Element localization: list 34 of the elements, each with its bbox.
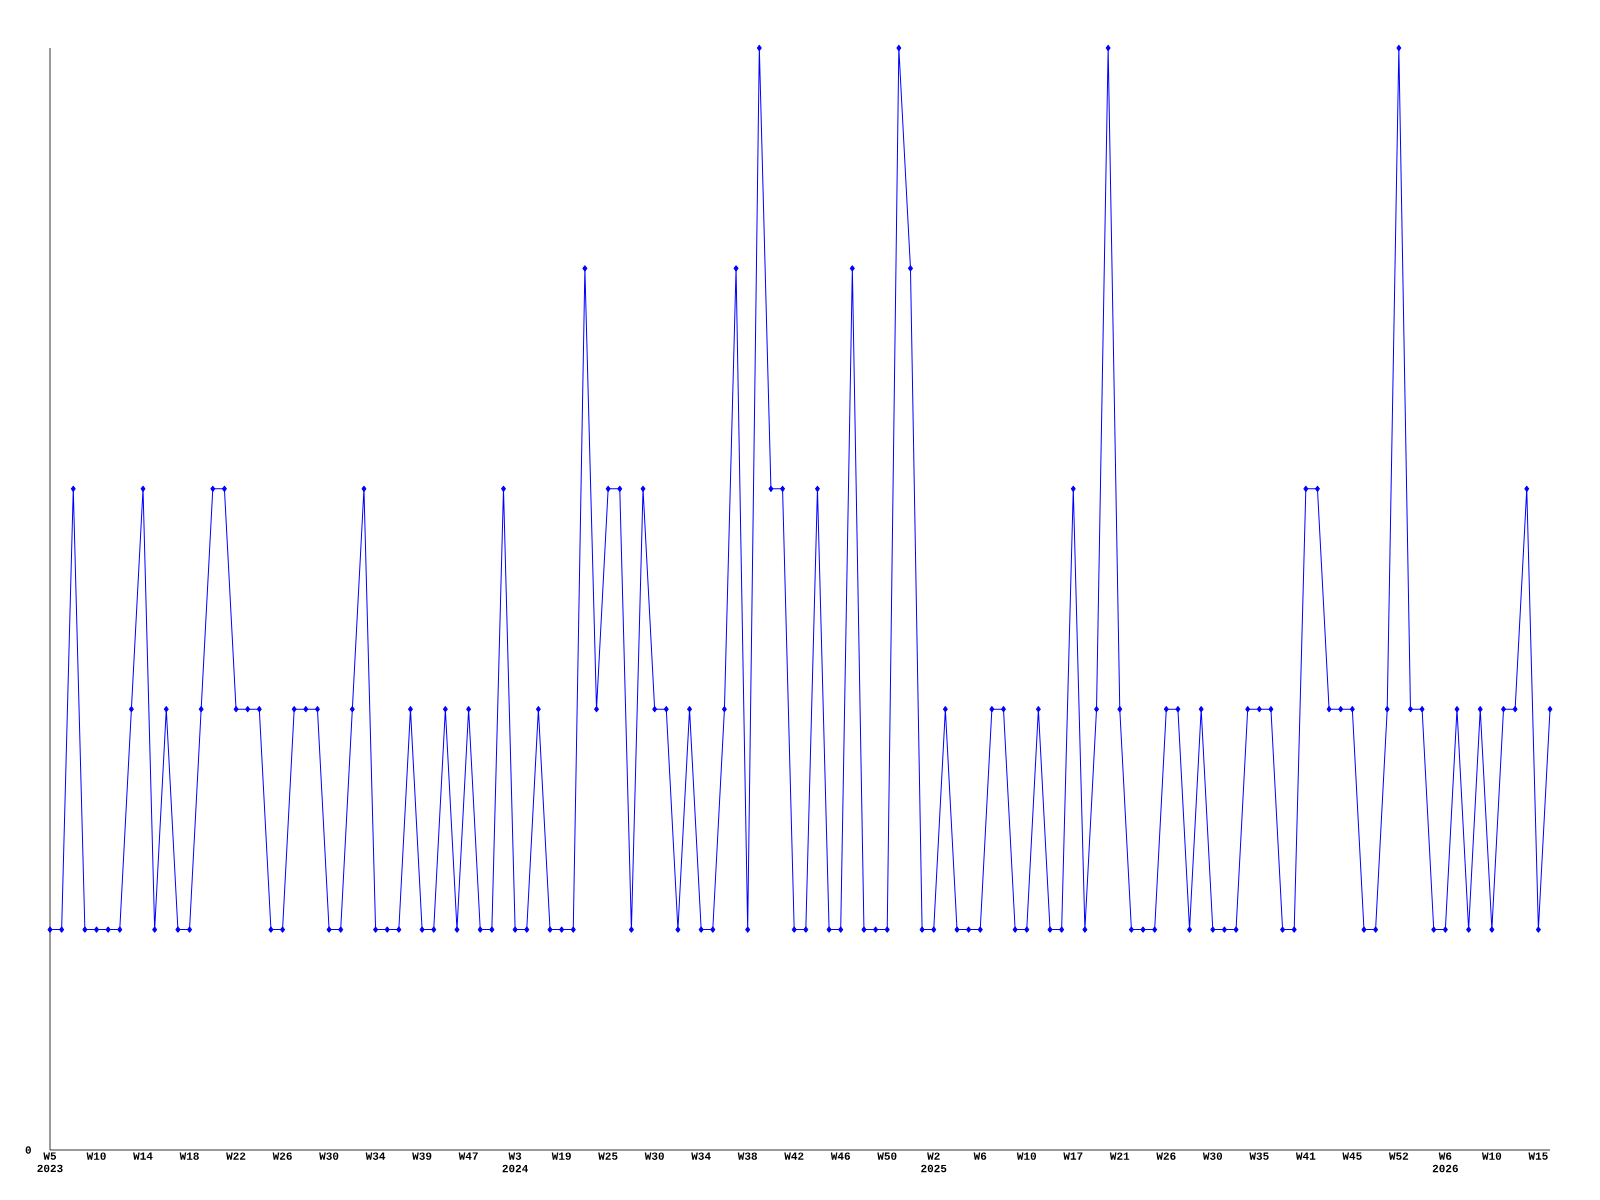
x-tick-label: W50 xyxy=(877,1152,897,1160)
x-tick-label: W35 xyxy=(1249,1152,1269,1160)
x-tick-label: W6 xyxy=(973,1152,987,1160)
x-tick-label: W17 xyxy=(1063,1152,1083,1160)
x-tick-label: W19 xyxy=(551,1152,571,1160)
x-tick-label: W45 xyxy=(1342,1152,1362,1160)
x-tick-label: W10 xyxy=(1481,1152,1502,1160)
x-tick-label: W14 xyxy=(133,1152,153,1160)
text: 0 xyxy=(25,1146,31,1154)
x-tick-label: W47 xyxy=(458,1152,478,1160)
x-tick-label: W52 xyxy=(1388,1152,1409,1160)
x-tick-label: W15 xyxy=(1528,1152,1548,1160)
x-tick-label: W10 xyxy=(1016,1152,1037,1160)
x-tick-label: W10 xyxy=(86,1152,106,1160)
x-tick-label: W46 xyxy=(830,1152,850,1160)
x-tick-label: W5 2023 xyxy=(37,1152,63,1173)
x-tick-label: W41 xyxy=(1295,1152,1316,1160)
x-tick-label: W30 xyxy=(644,1152,664,1160)
x-tick-label: W34 xyxy=(691,1152,711,1160)
x-tick-label: W30 xyxy=(1202,1152,1223,1160)
x-tick-label: W26 xyxy=(1156,1152,1176,1160)
x-tick-label: W22 xyxy=(226,1152,246,1160)
x-tick-label: W18 xyxy=(179,1152,199,1160)
x-tick-label: W34 xyxy=(365,1152,386,1160)
x-tick-label: W25 xyxy=(598,1152,618,1160)
x-tick-label: W42 xyxy=(784,1152,804,1160)
x-tick-label: W2 2025 xyxy=(921,1152,947,1173)
x-tick-label: W38 xyxy=(737,1152,757,1160)
x-tick-label: W26 xyxy=(272,1152,292,1160)
x-tick-label: W3 2024 xyxy=(502,1152,528,1173)
x-tick-label: W21 xyxy=(1109,1152,1130,1160)
x-tick-label: W39 xyxy=(412,1152,432,1160)
x-tick-label: W6 2026 xyxy=(1432,1152,1458,1173)
x-tick-label: W30 xyxy=(319,1152,339,1160)
